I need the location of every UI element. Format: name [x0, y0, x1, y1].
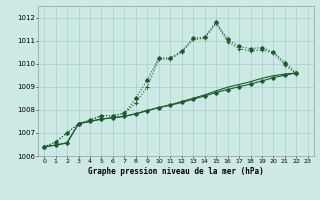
- X-axis label: Graphe pression niveau de la mer (hPa): Graphe pression niveau de la mer (hPa): [88, 167, 264, 176]
